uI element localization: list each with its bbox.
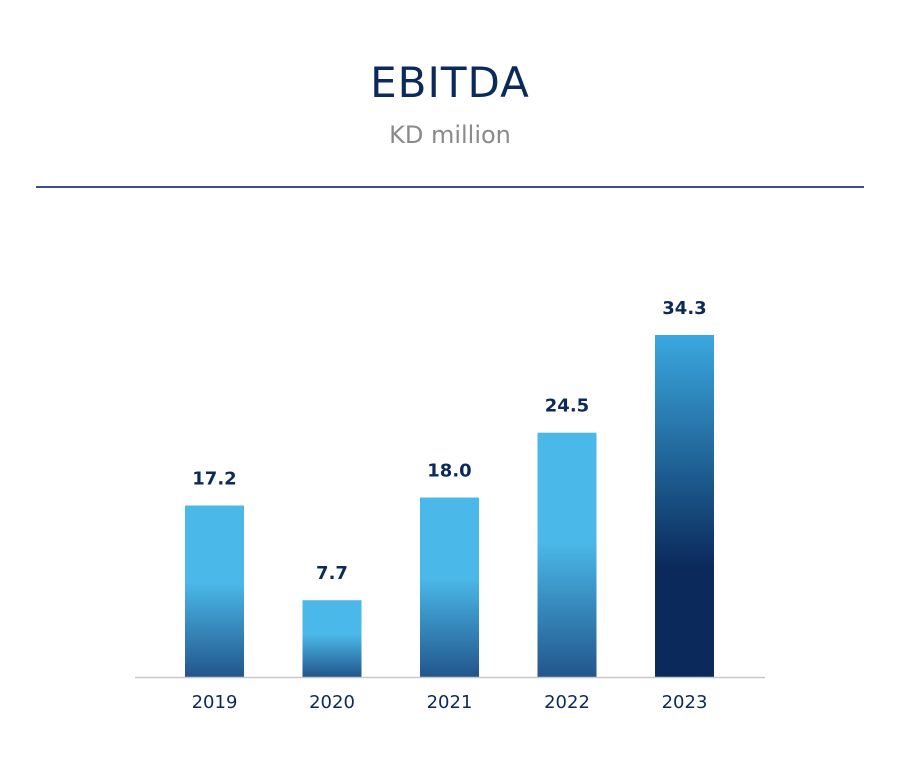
bar-2019: [185, 505, 244, 677]
x-tick-label-2023: 2023: [662, 692, 708, 713]
data-label-2022: 24.5: [545, 396, 589, 417]
bar-2022: [537, 432, 597, 677]
chart-subtitle: KD million: [389, 121, 511, 149]
x-tick-label-2022: 2022: [544, 692, 590, 713]
bar-2021: [420, 497, 479, 677]
bar-2023: [655, 335, 714, 677]
data-label-2019: 17.2: [192, 469, 236, 490]
x-tick-label-2021: 2021: [427, 692, 473, 713]
x-tick-label-2019: 2019: [192, 692, 238, 713]
data-label-2023: 34.3: [662, 298, 706, 319]
chart-title: EBITDA: [370, 58, 530, 107]
data-label-2021: 18.0: [427, 461, 471, 482]
data-label-2020: 7.7: [316, 563, 348, 584]
header-divider: [36, 186, 864, 188]
x-tick-label-2020: 2020: [309, 692, 355, 713]
bar-2020: [302, 600, 362, 677]
